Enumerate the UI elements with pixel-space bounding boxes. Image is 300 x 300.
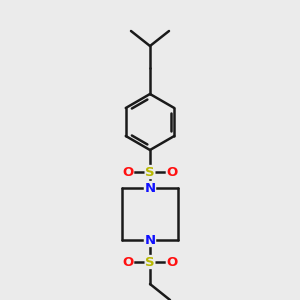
Text: O: O <box>167 256 178 268</box>
Text: S: S <box>145 166 155 178</box>
Text: O: O <box>122 256 134 268</box>
Text: S: S <box>145 256 155 268</box>
Text: N: N <box>144 182 156 194</box>
Text: O: O <box>122 166 134 178</box>
Text: N: N <box>144 233 156 247</box>
Text: O: O <box>167 166 178 178</box>
